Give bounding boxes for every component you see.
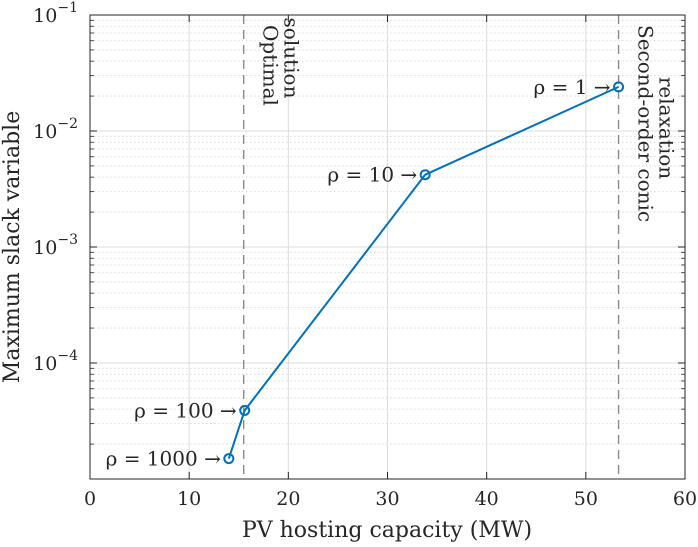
reference-line-label: relaxation (655, 77, 679, 179)
x-tick-label: 60 (673, 488, 697, 510)
point-label: ρ = 100 → (134, 398, 237, 422)
x-tick-label: 40 (475, 488, 499, 510)
x-tick-label: 30 (375, 488, 399, 510)
point-annotations: ρ = 1000 → ρ = 100 → ρ = 10 → ρ = 1 → (106, 75, 611, 471)
data-point (419, 169, 431, 181)
point-label: ρ = 1 → (533, 75, 610, 99)
data-point (239, 404, 251, 416)
point-label: ρ = 1000 → (106, 447, 221, 471)
series-line (227, 85, 620, 459)
x-axis-label: PV hosting capacity (MW) (242, 518, 532, 543)
reference-line-label: Second-order conic (634, 25, 658, 222)
x-tick-label: 20 (276, 488, 300, 510)
reference-line-label: solution (280, 18, 304, 99)
data-point (613, 81, 625, 93)
x-tick-label: 10 (177, 488, 201, 510)
data-point (223, 453, 235, 465)
axis-ticks (89, 14, 686, 479)
x-tick-label: 50 (574, 488, 598, 510)
point-label: ρ = 10 → (327, 163, 417, 187)
x-tick-label: 0 (84, 488, 96, 510)
reference-line-label: Optimal (259, 25, 283, 106)
data-series (223, 81, 625, 465)
y-axis-label: Maximum slack variable (0, 111, 25, 383)
y-tick-label: 10−1 (33, 0, 78, 27)
